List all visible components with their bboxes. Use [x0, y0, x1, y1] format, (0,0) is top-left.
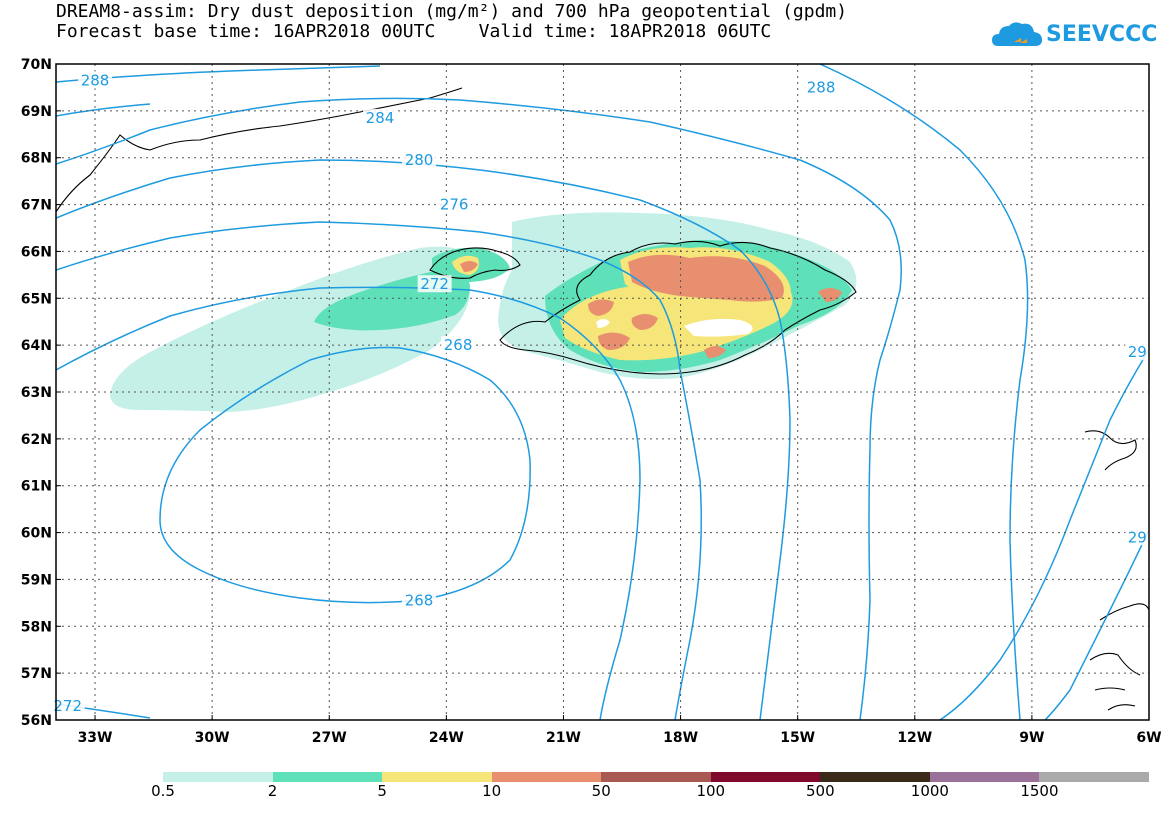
contour-label-bg: [50, 696, 85, 714]
contour-labels: 288 284 280 276 272 268 268 272 288 29 29: [50, 71, 1150, 715]
lat-label: 62N: [21, 432, 52, 448]
lat-label: 64N: [21, 338, 52, 354]
lat-label: 56N: [21, 713, 52, 729]
contour-label: 268: [405, 592, 434, 610]
longitude-labels: 33W 30W 27W 24W 21W 18W 15W 12W 9W 6W: [78, 715, 1162, 746]
lat-label: 68N: [21, 151, 52, 167]
legend-label: 0.5: [151, 782, 175, 800]
legend-swatch: [163, 772, 274, 782]
contour-label: 288: [807, 78, 836, 96]
lon-label: 18W: [663, 730, 698, 746]
lat-label: 63N: [21, 385, 52, 401]
legend-swatch: [820, 772, 931, 782]
contour-label: 268: [444, 336, 473, 354]
contour-label: 29: [1128, 343, 1147, 361]
contour-label-bg: [362, 108, 397, 126]
lon-label: 12W: [897, 730, 932, 746]
legend-label: 2: [267, 782, 278, 800]
latitude-labels: 70N 69N 68N 67N 66N 65N 64N 63N 62N 61N 60N 59N 58N 5…: [21, 57, 61, 729]
legend-label: 1500: [1020, 782, 1059, 800]
contour-label-bg: [441, 336, 476, 354]
legend-swatch: [272, 772, 383, 782]
logo-text: SEEVCCC: [1046, 22, 1158, 47]
contour-label-bg: [402, 591, 437, 609]
contour-label: 288: [81, 71, 110, 89]
contour-label: 272: [420, 275, 449, 293]
lat-label: 59N: [21, 572, 52, 588]
lat-label: 70N: [21, 57, 52, 73]
legend-label: 10: [482, 782, 502, 800]
legend-label: 100: [696, 782, 726, 800]
contour-label-bg: [402, 151, 437, 169]
lat-label: 67N: [21, 198, 52, 214]
legend-label: 50: [591, 782, 611, 800]
graticule: [56, 64, 1149, 720]
lon-label: 21W: [546, 730, 581, 746]
contour-label: 272: [53, 697, 82, 715]
lat-label: 58N: [21, 619, 52, 635]
legend-swatch: [601, 772, 712, 782]
lon-label: 27W: [312, 730, 347, 746]
legend-swatch: [491, 772, 602, 782]
legend-swatch: [1039, 772, 1150, 782]
contour-label-bg: [78, 71, 113, 89]
lon-label: 9W: [1019, 730, 1044, 746]
contour-label: 280: [405, 151, 434, 169]
lon-label: 6W: [1136, 730, 1161, 746]
legend-swatch: [929, 772, 1040, 782]
contour-label-bg: [1125, 343, 1150, 361]
lat-label: 57N: [21, 666, 52, 682]
lat-label: 69N: [21, 104, 52, 120]
contour-label: 276: [440, 196, 469, 214]
legend-swatch: [382, 772, 493, 782]
lon-label: 15W: [780, 730, 815, 746]
contour-label-bg: [417, 275, 452, 293]
map-title: DREAM8-assim: Dry dust deposition (mg/m²…: [56, 1, 848, 22]
lat-label: 61N: [21, 479, 52, 495]
contour-label-bg: [437, 195, 472, 213]
lon-label: 30W: [195, 730, 230, 746]
contour-label-bg: [804, 78, 839, 96]
lat-label: 65N: [21, 291, 52, 307]
contour-label-bg: [1125, 528, 1150, 546]
legend-label: 1000: [910, 782, 949, 800]
lat-label: 60N: [21, 526, 52, 542]
legend-swatch: [710, 772, 821, 782]
contour-label: 284: [366, 109, 395, 127]
lon-label: 24W: [429, 730, 464, 746]
cloud-logo-icon: [992, 22, 1042, 46]
forecast-times: Forecast base time: 16APR2018 00UTC Vali…: [56, 21, 772, 42]
lat-label: 66N: [21, 244, 52, 260]
lon-label: 33W: [78, 730, 113, 746]
legend-label: 500: [806, 782, 835, 800]
contour-label: 29: [1128, 528, 1147, 546]
legend-label: 5: [377, 782, 387, 800]
